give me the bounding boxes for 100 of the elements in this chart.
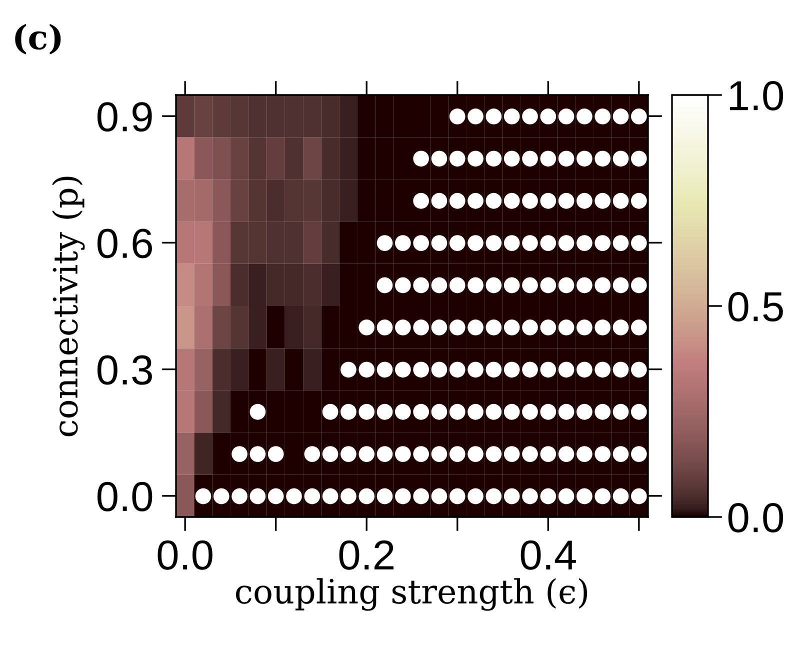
data-label: ●	[376, 446, 393, 462]
data-label: ●	[522, 192, 538, 209]
data-label: ●	[340, 362, 356, 378]
data-label: ●	[558, 320, 574, 336]
data-label: ●	[504, 235, 520, 252]
data-label: ●	[468, 277, 484, 294]
data-label: ●	[376, 277, 393, 294]
data-label: ●	[431, 277, 448, 294]
data-label: ●	[232, 446, 248, 462]
data-label: ●	[594, 108, 611, 124]
data-label: ●	[540, 446, 556, 462]
data-label: ●	[340, 446, 356, 462]
data-label: ●	[630, 446, 647, 462]
data-label: ●	[504, 320, 520, 336]
data-label: ●	[504, 488, 520, 504]
data-label: ●	[540, 404, 556, 420]
data-label: ●	[576, 488, 592, 504]
data-label: ●	[504, 362, 520, 378]
data-label: ●	[468, 235, 484, 252]
color-bar-label: 0.0	[728, 503, 784, 533]
data-label: ●	[630, 235, 647, 252]
data-label: ●	[486, 488, 502, 504]
data-label: ●	[594, 488, 611, 504]
data-label: ●	[504, 446, 520, 462]
data-label: ●	[486, 446, 502, 462]
data-label: ●	[630, 192, 647, 209]
data-label: ●	[576, 192, 592, 209]
data-label: ●	[504, 404, 520, 420]
data-label: ●	[468, 404, 484, 420]
data-label: ●	[630, 362, 647, 378]
data-label: ●	[376, 362, 393, 378]
data-label: ●	[612, 404, 629, 420]
data-label: ●	[449, 446, 466, 462]
data-label: ●	[612, 192, 629, 209]
data-label: ●	[431, 192, 448, 209]
data-label: ●	[594, 235, 611, 252]
data-label: ●	[413, 277, 430, 294]
data-label: ●	[630, 108, 647, 124]
data-label: ●	[522, 277, 538, 294]
data-label: ●	[358, 404, 375, 420]
data-label: ●	[594, 446, 611, 462]
data-label: ●	[468, 150, 484, 167]
data-label: ●	[268, 446, 284, 462]
data-label: ●	[612, 235, 629, 252]
data-label: ●	[340, 488, 356, 504]
data-label: ●	[594, 362, 611, 378]
data-label: ●	[449, 192, 466, 209]
data-label: ●	[576, 362, 592, 378]
data-label: ●	[612, 320, 629, 336]
data-label: ●	[195, 488, 212, 504]
data-label: ●	[522, 150, 538, 167]
data-label: ●	[394, 488, 411, 504]
data-label: ●	[449, 277, 466, 294]
data-label: ●	[486, 108, 502, 124]
data-label: ●	[468, 192, 484, 209]
data-label: ●	[322, 404, 338, 420]
data-label: ●	[232, 488, 248, 504]
data-label: ●	[540, 320, 556, 336]
data-label: ●	[449, 320, 466, 336]
data-label: ●	[522, 362, 538, 378]
data-label: ●	[322, 488, 338, 504]
data-label: ●	[449, 362, 466, 378]
data-label: ●	[286, 488, 302, 504]
data-label: ●	[250, 446, 266, 462]
data-label: ●	[522, 488, 538, 504]
data-label: ●	[594, 277, 611, 294]
x-axis-title: coupling strength (ϵ)	[236, 578, 588, 611]
data-label: ●	[630, 150, 647, 167]
data-label: ●	[558, 235, 574, 252]
data-label: ●	[576, 446, 592, 462]
data-label: ●	[540, 108, 556, 124]
data-label: ●	[449, 235, 466, 252]
data-label: ●	[522, 320, 538, 336]
data-label: ●	[504, 108, 520, 124]
data-label: ●	[358, 446, 375, 462]
data-label: ●	[358, 362, 375, 378]
data-label: ●	[322, 446, 338, 462]
data-label: ●	[376, 488, 393, 504]
data-label: ●	[630, 404, 647, 420]
data-label: ●	[558, 488, 574, 504]
data-label: ●	[630, 320, 647, 336]
data-label: ●	[594, 320, 611, 336]
data-label: ●	[486, 192, 502, 209]
data-label: ●	[394, 320, 411, 336]
data-label: ●	[558, 150, 574, 167]
data-label: ●	[431, 404, 448, 420]
data-label: ●	[540, 488, 556, 504]
data-label: ●	[449, 404, 466, 420]
color-bar-label: 0.5	[728, 292, 783, 322]
data-label: ●	[612, 150, 629, 167]
data-label: ●	[504, 192, 520, 209]
data-label: ●	[394, 362, 411, 378]
data-label: ●	[486, 150, 502, 167]
y-tick-label: 0.0	[97, 482, 152, 512]
data-label: ●	[576, 320, 592, 336]
data-label: ●	[558, 277, 574, 294]
data-label: ●	[576, 108, 592, 124]
data-label: ●	[558, 192, 574, 209]
data-label: ●	[376, 404, 393, 420]
data-label: ●	[576, 235, 592, 252]
